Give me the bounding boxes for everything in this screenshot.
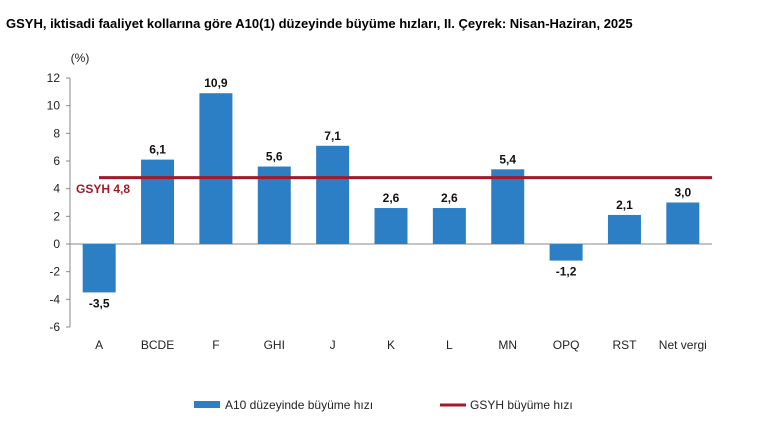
bar <box>607 214 641 244</box>
bar <box>82 244 116 293</box>
chart-title: GSYH, iktisadi faaliyet kollarına göre A… <box>6 16 633 31</box>
data-label: -1,2 <box>556 265 577 279</box>
legend-label-bar: A10 düzeyinde büyüme hızı <box>225 398 373 412</box>
reference-line-group: GSYH 4,8 <box>76 176 712 196</box>
y-axis: -6 -4 -2 0 2 4 6 8 10 12 (%) <box>47 51 90 334</box>
y-axis-unit: (%) <box>71 51 90 65</box>
y-tick-label: 10 <box>47 99 61 113</box>
data-label: 7,1 <box>324 129 341 143</box>
x-tick-label: Net vergi <box>659 338 707 352</box>
data-label: 2,6 <box>383 191 400 205</box>
data-label: 6,1 <box>149 143 166 157</box>
bar <box>432 208 466 244</box>
data-label: 2,6 <box>441 191 458 205</box>
y-tick-label: -4 <box>49 292 60 306</box>
y-tick-label: -2 <box>49 265 60 279</box>
x-axis: A BCDE F GHI J K L MN OPQ RST Net vergi <box>70 243 712 352</box>
x-tick-label: L <box>446 338 453 352</box>
data-label: 2,1 <box>616 198 633 212</box>
x-tick-label: OPQ <box>553 338 580 352</box>
y-tick-label: 12 <box>47 71 61 85</box>
bar <box>374 208 408 244</box>
legend-label-line: GSYH büyüme hızı <box>470 398 573 412</box>
y-tick-label: 2 <box>53 209 60 223</box>
gsyh-reference-label: GSYH 4,8 <box>76 182 130 196</box>
data-label: 3,0 <box>674 186 691 200</box>
data-label: 5,4 <box>499 152 516 166</box>
bar <box>141 159 175 244</box>
x-tick-label: A <box>95 338 103 352</box>
x-tick-label: RST <box>612 338 637 352</box>
y-tick-label: 4 <box>53 182 60 196</box>
data-label: 10,9 <box>204 76 228 90</box>
data-label: -3,5 <box>89 296 110 310</box>
bar <box>491 169 525 244</box>
bar <box>257 166 291 244</box>
data-labels: -3,5 6,1 10,9 5,6 7,1 2,6 2,6 5,4 -1,2 2,1 3,0 <box>89 76 692 310</box>
bar <box>316 145 350 244</box>
bar <box>199 93 233 244</box>
y-tick-label: 6 <box>53 154 60 168</box>
x-tick-label: BCDE <box>141 338 174 352</box>
x-tick-label: K <box>387 338 395 352</box>
y-tick-label: 8 <box>53 126 60 140</box>
data-label: 5,6 <box>266 150 283 164</box>
x-tick-label: GHI <box>264 338 285 352</box>
bar <box>666 202 700 244</box>
legend-swatch-bar <box>194 401 220 408</box>
x-tick-label: J <box>330 338 336 352</box>
y-tick-label: -6 <box>49 320 60 334</box>
bar <box>549 244 583 261</box>
x-tick-label: MN <box>498 338 517 352</box>
y-tick-label: 0 <box>53 237 60 251</box>
legend: A10 düzeyinde büyüme hızı GSYH büyüme hız… <box>194 398 573 412</box>
x-tick-label: F <box>212 338 219 352</box>
bars <box>82 93 700 293</box>
